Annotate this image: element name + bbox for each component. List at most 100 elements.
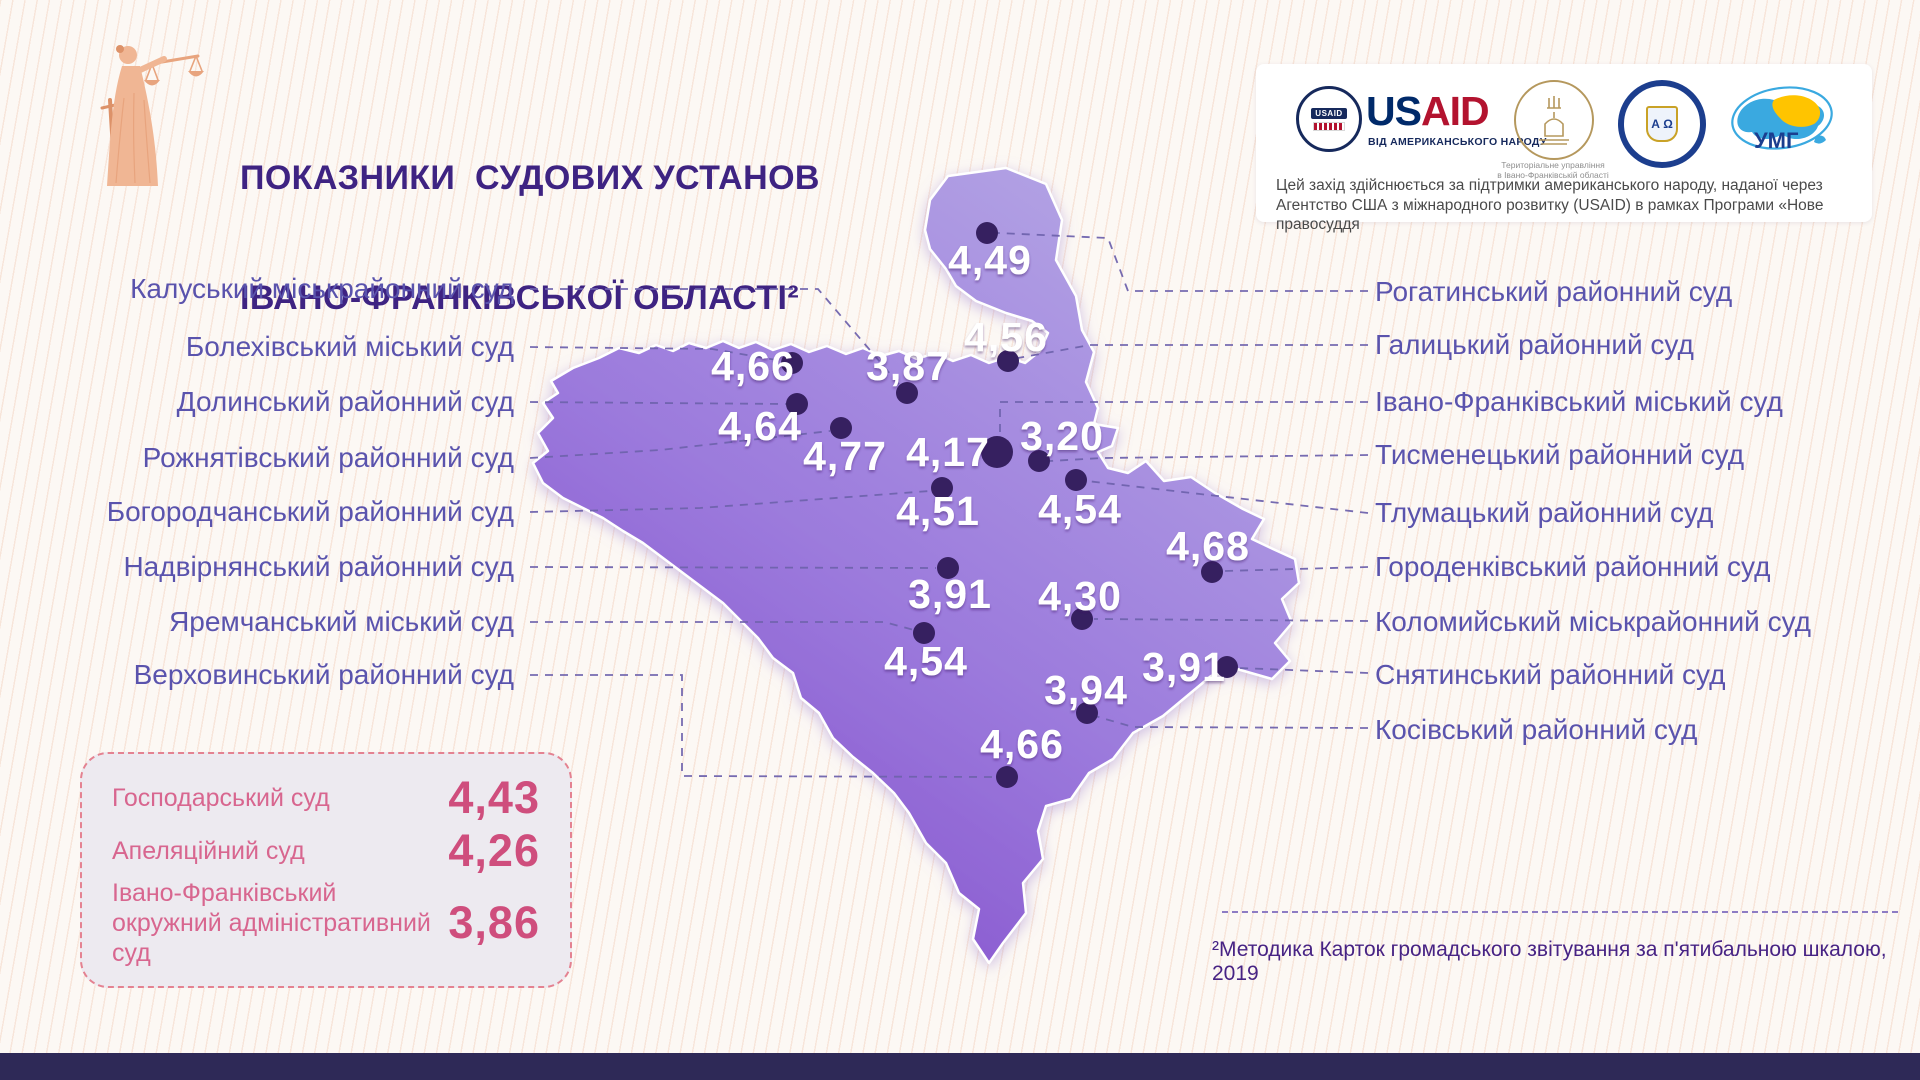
- court-label-left: Надвірнянський районний суд: [123, 551, 514, 582]
- score-value: 4,54: [1038, 486, 1122, 532]
- connector-line: [529, 430, 831, 459]
- city-dot: [997, 350, 1019, 372]
- title-line-2: ІВАНО-ФРАНКІВСЬКОЇ ОБЛАСТІ²: [240, 279, 800, 317]
- summary-label: Апеляційний суд: [112, 836, 305, 865]
- city-dot: [1065, 469, 1087, 491]
- summary-value: 4,43: [448, 772, 540, 824]
- score-value: 4,49: [948, 237, 1032, 283]
- court-administration-caption-line1: Територіальне управління: [1501, 160, 1605, 170]
- score-value: 4,17: [906, 429, 990, 475]
- summary-value: 3,86: [448, 896, 540, 948]
- court-label-left: Долинський районний суд: [176, 386, 514, 417]
- city-dot: [1028, 450, 1050, 472]
- city-dot: [830, 417, 852, 439]
- city-dot: [981, 436, 1013, 468]
- court-label-right: Тлумацький районний суд: [1375, 497, 1714, 528]
- right-court-list: Рогатинський районний суд Галицький район…: [1375, 0, 1920, 1080]
- connector-line: [529, 566, 937, 569]
- score-value: 3,91: [1142, 644, 1226, 690]
- university-seal-icon: А Ω: [1618, 80, 1706, 168]
- court-administration-caption-line2: в Івано-Франківській області: [1497, 170, 1609, 180]
- court-label-right: Тисменецький районний суд: [1375, 439, 1745, 470]
- court-administration-caption: Територіальне управління в Івано-Франків…: [1494, 160, 1612, 180]
- court-label-left: Верховинський районний суд: [133, 659, 514, 690]
- score-value: 3,94: [1044, 667, 1128, 713]
- city-dot: [913, 622, 935, 644]
- score-values: 3,87 4,66 4,644,774,51 3,91 4,54 4,66 4,49 4,56…: [711, 237, 1250, 767]
- score-value: 4,54: [884, 638, 968, 684]
- city-dot: [786, 393, 808, 415]
- umg-logo-icon: УМГ: [1731, 86, 1833, 153]
- usaid-tagline: ВІД АМЕРИКАНСЬКОГО НАРОДУ: [1368, 136, 1547, 148]
- score-value: 4,66: [980, 721, 1064, 767]
- left-court-list: Калуський міськрайонний суд Болехівський …: [55, 0, 514, 1080]
- court-label-left: Рожнятівський районний суд: [142, 442, 514, 473]
- umg-label: УМГ: [1754, 128, 1799, 153]
- partner-card: USAID USAID ВІД АМЕРИКАНСЬКОГО НАРОДУ Те…: [1256, 64, 1872, 233]
- footnote-separator: [1222, 911, 1898, 913]
- usaid-disclaimer-text: Цей захід здійснюється за підтримки амер…: [1276, 177, 1824, 233]
- score-value: 3,91: [908, 571, 992, 617]
- connector-lines: [529, 232, 1369, 778]
- score-value: 4,30: [1038, 573, 1122, 619]
- connector-line: [529, 346, 783, 362]
- usaid-seal-label: USAID: [1311, 107, 1347, 119]
- usaid-wordmark-aid: AID: [1420, 88, 1490, 134]
- court-label-right: Коломийський міськрайонний суд: [1375, 606, 1811, 637]
- court-label-right: Івано-Франківський міський суд: [1375, 386, 1783, 417]
- city-dot: [996, 766, 1018, 788]
- score-value: 4,56: [964, 314, 1048, 360]
- connector-line: [1017, 344, 1368, 359]
- usaid-seal-icon: USAID: [1296, 86, 1362, 152]
- connector-line: [999, 401, 1368, 443]
- city-dot: [1076, 702, 1098, 724]
- court-label-left: Болехівський міський суд: [185, 331, 514, 362]
- court-label-right: Городенківський районний суд: [1375, 551, 1771, 582]
- score-value: 4,64: [718, 403, 802, 449]
- footnote-text: ²Методика Карток громадського звітування…: [1212, 938, 1887, 985]
- court-administration-seal-icon: [1514, 80, 1594, 160]
- court-label-left: Калуський міськрайонний суд: [130, 273, 514, 304]
- connector-line: [530, 674, 996, 778]
- court-label-right: Снятинський районний суд: [1375, 659, 1726, 690]
- score-value: 4,77: [803, 433, 887, 479]
- city-dot: [1071, 608, 1093, 630]
- score-value: 4,68: [1166, 523, 1250, 569]
- court-label-left: Богородчанський районний суд: [106, 496, 514, 527]
- usaid-wordmark-us: US: [1366, 88, 1422, 134]
- city-dot: [931, 477, 953, 499]
- lady-justice-icon: [100, 45, 204, 186]
- connector-line: [529, 490, 931, 513]
- connector-line: [1094, 715, 1369, 729]
- summary-label: Господарський суд: [112, 784, 330, 813]
- city-dot: [896, 382, 918, 404]
- score-value: 3,20: [1020, 413, 1104, 459]
- city-dot: [976, 222, 998, 244]
- score-value: 4,66: [711, 343, 795, 389]
- page-title: ПОКАЗНИКИ СУДОВИХ УСТАНОВ ІВАНО-ФРАНКІВС…: [240, 78, 820, 398]
- university-monogram: А Ω: [1646, 106, 1678, 142]
- summary-label: Івано-Франківський окружний адміністрати…: [112, 878, 431, 967]
- connector-line: [530, 288, 904, 390]
- city-dot: [1216, 656, 1238, 678]
- city-dot: [937, 557, 959, 579]
- summary-row: Івано-Франківський окружний адміністрати…: [112, 878, 540, 968]
- court-label-right: Косівський районний суд: [1375, 714, 1698, 745]
- title-line-1: ПОКАЗНИКИ СУДОВИХ УСТАНОВ: [240, 159, 820, 197]
- court-label-right: Галицький районний суд: [1375, 329, 1694, 360]
- usaid-wordmark: USAID: [1366, 88, 1490, 134]
- connector-line: [1238, 667, 1369, 674]
- connector-line: [529, 401, 787, 405]
- court-label-left: Яремчанський міський суд: [169, 606, 514, 637]
- connector-line: [997, 232, 1368, 292]
- connector-line: [1086, 480, 1369, 514]
- summary-row: Апеляційний суд 4,26: [112, 825, 540, 877]
- court-label-right: Рогатинський районний суд: [1375, 276, 1733, 307]
- bottom-bar: [0, 1053, 1920, 1080]
- usaid-seal-stripes-icon: [1313, 121, 1345, 131]
- score-value: 3,87: [866, 343, 950, 389]
- connector-line: [1093, 618, 1369, 622]
- city-dot: [1201, 561, 1223, 583]
